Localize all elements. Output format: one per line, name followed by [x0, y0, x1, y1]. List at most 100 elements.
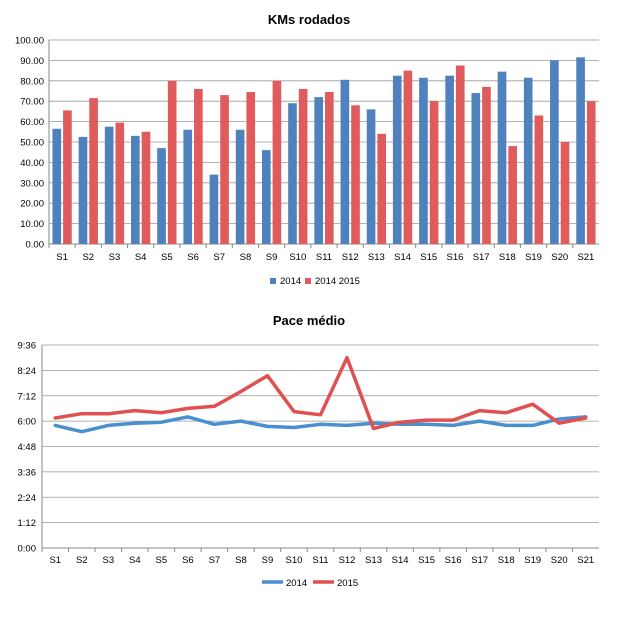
bar-x-tick-label: S10 [289, 252, 306, 263]
bar-2015-s9 [272, 80, 282, 244]
bar-2015-s4 [141, 131, 151, 244]
bar-x-tick-label: S4 [135, 252, 147, 263]
line-chart-x-axis: S1 S2 S3 S4 S5 S6 S7 S8 S9 S10 S11 S12 S13 S14 S15 S16 S… [41, 548, 594, 566]
bar-x-tick-label: S11 [316, 252, 332, 263]
line-y-tick-label: 9:36 [18, 341, 37, 352]
bar-chart-bars [52, 57, 596, 245]
bar-2014-s12 [340, 79, 350, 244]
bar-chart-legend: 2014 2014 2015 [270, 276, 360, 287]
bar-x-tick-label: S13 [368, 252, 385, 263]
bar-2015-s20 [560, 142, 570, 244]
line-x-tick-label: S15 [418, 555, 435, 566]
bar-2014-s9 [261, 150, 271, 244]
bar-2015-s1 [63, 110, 72, 244]
line-x-tick-label: S13 [365, 555, 382, 566]
bar-chart-title: KMs rodados [268, 12, 350, 27]
line-x-tick-label: S16 [445, 555, 462, 566]
bar-2015-s8 [246, 92, 256, 245]
line-chart-series [53, 355, 588, 434]
line-x-tick-label: S19 [524, 555, 541, 566]
line-chart: Pace médio 0:00 1:12 2:24 3:36 4:48 6:00 7:12 8… [18, 313, 599, 589]
bar-x-tick-label: S1 [56, 252, 68, 263]
bar-x-tick-label: S14 [394, 252, 411, 263]
bar-2015-s11 [325, 92, 334, 245]
bar-x-tick-label: S17 [473, 252, 490, 263]
bar-2014-s6 [183, 129, 193, 244]
bar-2014-s1 [52, 128, 62, 244]
bar-y-tick-label: 80.00 [20, 76, 44, 87]
bar-2015-s12 [351, 105, 360, 244]
bar-2014-s21 [576, 57, 585, 245]
line-chart-y-axis: 0:00 1:12 2:24 3:36 4:48 6:00 7:12 8:24 9:36 [18, 341, 37, 555]
line-x-tick-label: S17 [471, 555, 488, 566]
line-y-tick-label: 4:48 [18, 442, 37, 453]
line-x-tick-label: S14 [392, 555, 409, 566]
bar-y-tick-label: 100.00 [15, 36, 44, 47]
line-y-tick-label: 2:24 [18, 493, 37, 504]
bar-x-tick-label: S15 [420, 252, 437, 263]
bar-chart: KMs rodados 0.00 10.00 20.00 30.00 40.00 50.0… [15, 12, 599, 287]
bar-2014-s19 [523, 77, 533, 245]
bar-2014-s17 [471, 93, 481, 244]
line-x-tick-label: S11 [312, 555, 328, 566]
bar-2015-s2 [89, 98, 98, 244]
line-y-tick-label: 7:12 [18, 391, 37, 402]
legend-label-2014: 2014 [280, 276, 301, 287]
bar-x-tick-label: S7 [213, 252, 225, 263]
bar-chart-x-axis: S1 S2 S3 S4 S5 S6 S7 S8 S9 S10 S11 S12 S13 S14 S15 S16 S… [48, 244, 594, 263]
line-x-tick-label: S3 [102, 555, 114, 566]
bar-x-tick-label: S9 [266, 252, 278, 263]
bar-2015-s21 [586, 101, 596, 244]
bar-2015-s13 [377, 133, 387, 244]
bar-2015-s7 [220, 95, 229, 244]
line-x-tick-label: S9 [262, 555, 274, 566]
legend-label-2014: 2014 [286, 578, 307, 589]
line-y-tick-label: 3:36 [18, 467, 37, 478]
bar-x-tick-label: S2 [82, 252, 94, 263]
line-chart-title: Pace médio [273, 313, 345, 328]
bar-2014-s10 [288, 103, 297, 245]
line-series-2015 [53, 355, 588, 431]
legend-swatch-2014 [270, 278, 276, 284]
line-y-tick-label: 6:00 [18, 417, 37, 428]
bar-x-tick-label: S21 [577, 252, 594, 263]
line-x-tick-label: S20 [551, 555, 568, 566]
bar-x-tick-label: S18 [499, 252, 516, 263]
bar-y-tick-label: 50.00 [20, 138, 44, 149]
bar-x-tick-label: S6 [187, 252, 199, 263]
bar-2015-s18 [508, 146, 517, 244]
bar-y-tick-label: 10.00 [20, 219, 44, 230]
bar-2014-s18 [497, 71, 507, 245]
legend-label-2014-2015: 2014 2015 [315, 276, 360, 287]
line-x-tick-label: S7 [209, 555, 221, 566]
bar-2014-s13 [366, 109, 376, 244]
line-x-tick-label: S2 [76, 555, 88, 566]
bar-y-tick-label: 30.00 [20, 178, 44, 189]
bar-2014-s20 [550, 60, 559, 245]
bar-2014-s16 [445, 75, 454, 244]
bar-2015-s3 [115, 122, 125, 244]
legend-swatch-2015 [305, 278, 311, 284]
bar-2014-s3 [104, 126, 114, 244]
bar-x-tick-label: S12 [342, 252, 359, 263]
line-x-tick-label: S10 [286, 555, 303, 566]
legend-label-2015: 2015 [337, 578, 358, 589]
bar-y-tick-label: 60.00 [20, 117, 44, 128]
bar-2014-s11 [314, 97, 323, 245]
bar-2015-s14 [403, 70, 413, 244]
line-x-tick-label: S1 [49, 555, 61, 566]
bar-2015-s19 [534, 115, 544, 244]
line-x-tick-label: S5 [156, 555, 168, 566]
bar-2014-s7 [209, 174, 219, 244]
bar-2015-s6 [194, 88, 203, 245]
bar-2014-s5 [157, 148, 166, 244]
bar-y-tick-label: 40.00 [20, 158, 44, 169]
bar-x-tick-label: S5 [161, 252, 173, 263]
bar-2015-s17 [482, 86, 491, 244]
bar-chart-y-axis: 0.00 10.00 20.00 30.00 40.00 50.00 60.00 70.00 8… [15, 36, 44, 251]
line-x-tick-label: S6 [182, 555, 194, 566]
line-series-2014 [53, 415, 588, 434]
bar-2014-s2 [78, 136, 88, 244]
line-chart-gridlines [41, 344, 599, 549]
